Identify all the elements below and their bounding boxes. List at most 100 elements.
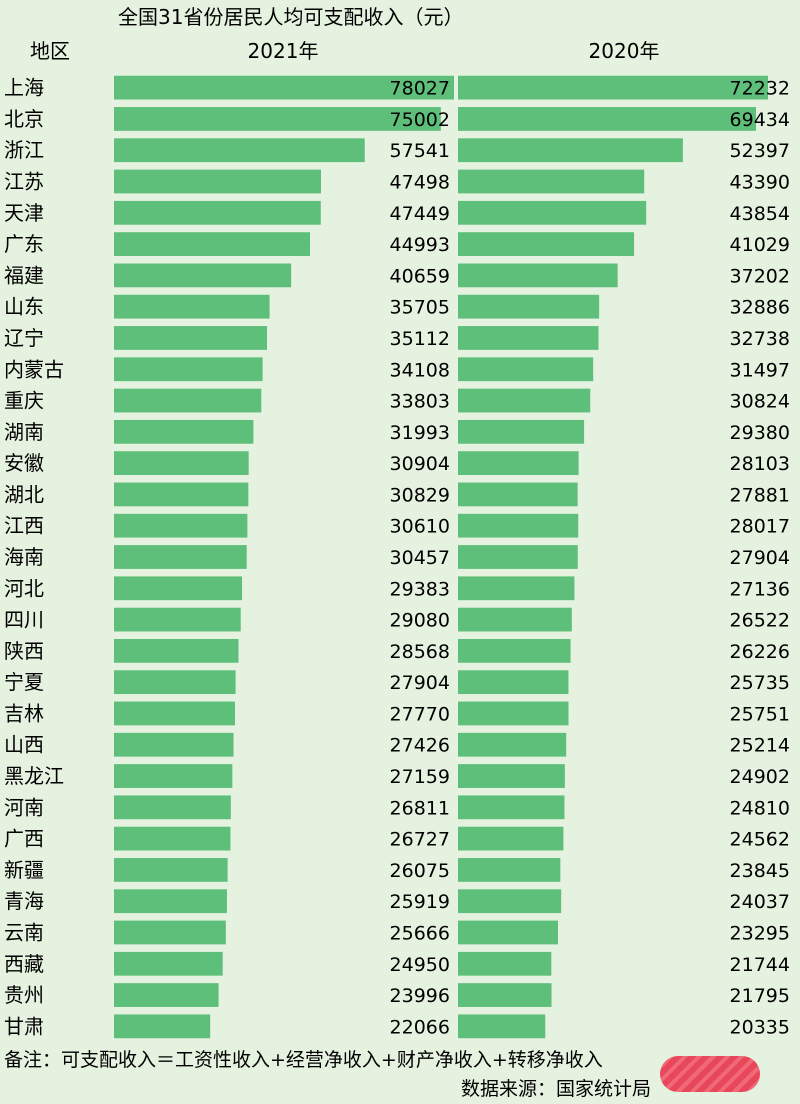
bar-2020	[458, 638, 571, 663]
bar-2021	[114, 1014, 211, 1039]
value-label: 72232	[730, 78, 790, 100]
chart-note: 备注：可支配收入＝工资性收入+经营净收入+财产净收入+转移净收入	[4, 1049, 603, 1071]
value-label: 52397	[730, 140, 790, 162]
bar-2021	[114, 607, 241, 632]
bar-2021	[114, 920, 226, 945]
category-label: 湖北	[4, 482, 44, 506]
bar-2020	[458, 169, 645, 194]
value-label: 24810	[730, 797, 790, 819]
bar-2021	[114, 107, 441, 131]
bar-2021	[114, 889, 227, 914]
bar-2021	[114, 263, 292, 288]
value-label: 57541	[390, 140, 450, 162]
bar-2020	[458, 607, 572, 632]
bar-2020	[458, 232, 635, 256]
bar-2021	[114, 545, 247, 569]
bar-2021	[114, 858, 228, 882]
category-label: 山东	[4, 295, 44, 319]
value-label: 43390	[730, 172, 790, 194]
value-label: 26811	[390, 797, 450, 819]
bar-2020	[458, 357, 594, 382]
value-label: 26727	[390, 829, 450, 851]
bar-2020	[458, 545, 578, 569]
value-label: 41029	[730, 234, 790, 256]
category-label: 江西	[4, 514, 44, 538]
value-label: 23996	[390, 985, 450, 1007]
value-label: 30824	[730, 391, 790, 413]
value-label: 28103	[730, 453, 790, 475]
bar-2021	[114, 764, 233, 788]
value-label: 32738	[730, 328, 790, 350]
bar-2021	[114, 326, 267, 350]
value-label: 69434	[730, 109, 790, 131]
value-label: 34108	[390, 359, 450, 381]
value-label: 27904	[730, 547, 790, 569]
category-label: 吉林	[4, 701, 44, 725]
value-label: 24950	[390, 954, 450, 976]
category-label: 广西	[4, 827, 44, 851]
value-label: 20335	[730, 1016, 790, 1038]
value-label: 27904	[390, 672, 450, 694]
bar-2021	[114, 951, 223, 976]
value-label: 21795	[730, 985, 790, 1007]
value-label: 75002	[390, 109, 450, 131]
value-label: 27426	[390, 735, 450, 757]
value-label: 28017	[730, 516, 790, 538]
bar-2020	[458, 889, 562, 914]
value-label: 29383	[390, 578, 450, 600]
value-label: 43854	[730, 203, 790, 225]
value-label: 21744	[730, 954, 790, 976]
value-label: 25735	[730, 672, 790, 694]
value-label: 44993	[390, 234, 450, 256]
bar-2020	[458, 482, 578, 507]
bar-2020	[458, 138, 683, 163]
bar-2020	[458, 75, 768, 100]
value-label: 23845	[730, 860, 790, 882]
bar-2020	[458, 107, 756, 131]
value-label: 24902	[730, 766, 790, 788]
bar-2021	[114, 357, 263, 382]
bar-2021	[114, 419, 254, 444]
category-label: 西藏	[4, 952, 44, 976]
value-label: 27881	[730, 484, 790, 506]
value-label: 35112	[390, 328, 450, 350]
category-label: 重庆	[4, 389, 44, 413]
bar-2021	[114, 232, 311, 256]
bar-2021	[114, 826, 231, 851]
value-label: 30829	[390, 484, 450, 506]
category-label: 河南	[4, 795, 44, 819]
bar-2021	[114, 169, 321, 194]
bar-2020	[458, 419, 585, 444]
bar-2020	[458, 388, 591, 413]
bar-2020	[458, 451, 579, 476]
value-label: 29080	[390, 610, 450, 632]
category-label: 甘肃	[4, 1014, 44, 1038]
value-label: 25666	[390, 922, 450, 944]
category-label: 青海	[4, 889, 44, 913]
value-label: 26226	[730, 641, 790, 663]
bar-2021	[114, 451, 249, 476]
value-label: 28568	[390, 641, 450, 663]
bar-2021	[114, 138, 365, 163]
bar-2020	[458, 858, 561, 882]
category-label: 山西	[4, 733, 44, 757]
chart-title: 全国31省份居民人均可支配收入（元）	[118, 5, 463, 29]
value-label: 37202	[730, 265, 790, 287]
category-label: 辽宁	[4, 326, 44, 350]
bar-2021	[114, 75, 454, 100]
bar-2021	[114, 983, 219, 1007]
category-header: 地区	[30, 39, 70, 63]
bar-2020	[458, 670, 569, 695]
series-header-2021: 2021年	[248, 39, 319, 63]
value-label: 27770	[390, 703, 450, 725]
bar-2021	[114, 701, 236, 726]
category-label: 福建	[4, 263, 44, 287]
bar-2021	[114, 294, 270, 319]
bar-2020	[458, 513, 579, 538]
category-label: 北京	[4, 107, 44, 131]
series-header-2020: 2020年	[589, 39, 660, 63]
bar-2020	[458, 200, 647, 225]
category-label: 云南	[4, 920, 44, 944]
category-label: 天津	[4, 201, 44, 225]
